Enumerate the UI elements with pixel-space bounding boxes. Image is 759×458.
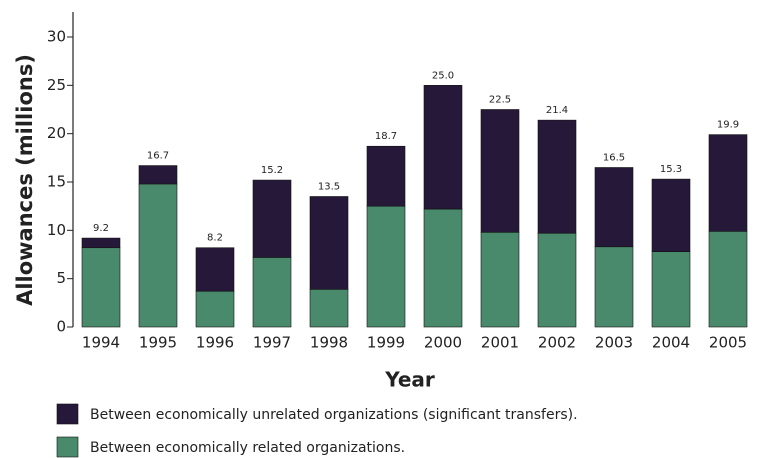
y-tick-label: 25 <box>47 76 66 94</box>
bar-segment <box>309 196 349 290</box>
bar-segment <box>423 208 463 328</box>
total-label: 13.5 <box>318 182 340 193</box>
total-label: 9.2 <box>93 223 109 234</box>
bar-segment <box>480 109 520 233</box>
x-axis-title: Year <box>384 368 435 392</box>
bar-segment <box>252 257 292 328</box>
x-tick-label: 2003 <box>595 334 633 352</box>
x-tick-label: 2005 <box>709 334 747 352</box>
y-tick-label: 0 <box>56 318 66 336</box>
y-axis-title: Allowances (millions) <box>13 54 37 306</box>
x-tick-label: 1999 <box>367 334 405 352</box>
x-tick-label: 2002 <box>538 334 576 352</box>
legend-label: Between economically related organizatio… <box>90 440 405 456</box>
bar-segment <box>195 290 235 328</box>
bar-segment <box>537 232 577 328</box>
bar-segment <box>252 179 292 258</box>
legend-swatch <box>56 436 79 458</box>
total-label: 8.2 <box>207 233 223 244</box>
bar-segment <box>594 167 634 248</box>
x-tick-label: 1996 <box>196 334 234 352</box>
bar-segment <box>366 145 406 207</box>
y-tick-label: 15 <box>47 173 66 191</box>
bar-segment <box>81 247 121 328</box>
bar-segment <box>138 165 178 185</box>
bar-segment <box>651 251 691 328</box>
total-label: 15.3 <box>660 164 682 175</box>
y-tick-label: 10 <box>47 221 66 239</box>
bar-segment <box>480 231 520 328</box>
total-label: 18.7 <box>375 131 397 142</box>
total-label: 25.0 <box>432 70 454 81</box>
y-tick-label: 20 <box>47 124 66 142</box>
bar-segment <box>594 246 634 328</box>
total-label: 16.5 <box>603 153 625 164</box>
x-tick-label: 2001 <box>481 334 519 352</box>
bar-segment <box>195 247 235 292</box>
bar-segment <box>708 134 748 232</box>
y-tick-label: 5 <box>56 269 66 287</box>
bar-segment <box>309 288 349 328</box>
bar-segment <box>366 205 406 328</box>
total-label: 15.2 <box>261 165 283 176</box>
x-tick-label: 1998 <box>310 334 348 352</box>
total-label: 22.5 <box>489 95 511 106</box>
legend-label: Between economically unrelated organizat… <box>90 407 578 423</box>
x-tick-label: 1994 <box>82 334 120 352</box>
bar-segment <box>81 237 121 249</box>
y-tick-label: 30 <box>47 28 66 46</box>
x-tick-label: 1995 <box>139 334 177 352</box>
total-label: 21.4 <box>546 105 568 116</box>
legend-swatch <box>56 403 79 425</box>
bar-segment <box>138 183 178 328</box>
bar-segment <box>423 85 463 210</box>
bar-segment <box>708 231 748 328</box>
bar-segment <box>651 178 691 252</box>
x-tick-label: 2004 <box>652 334 690 352</box>
total-label: 16.7 <box>147 151 169 162</box>
x-tick-label: 1997 <box>253 334 291 352</box>
x-tick-label: 2000 <box>424 334 462 352</box>
total-label: 19.9 <box>717 120 739 131</box>
bar-segment <box>537 119 577 234</box>
